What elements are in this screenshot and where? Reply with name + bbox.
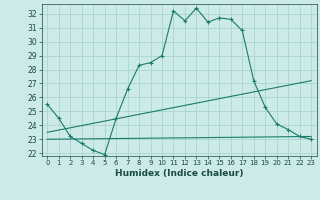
X-axis label: Humidex (Indice chaleur): Humidex (Indice chaleur) (115, 169, 244, 178)
